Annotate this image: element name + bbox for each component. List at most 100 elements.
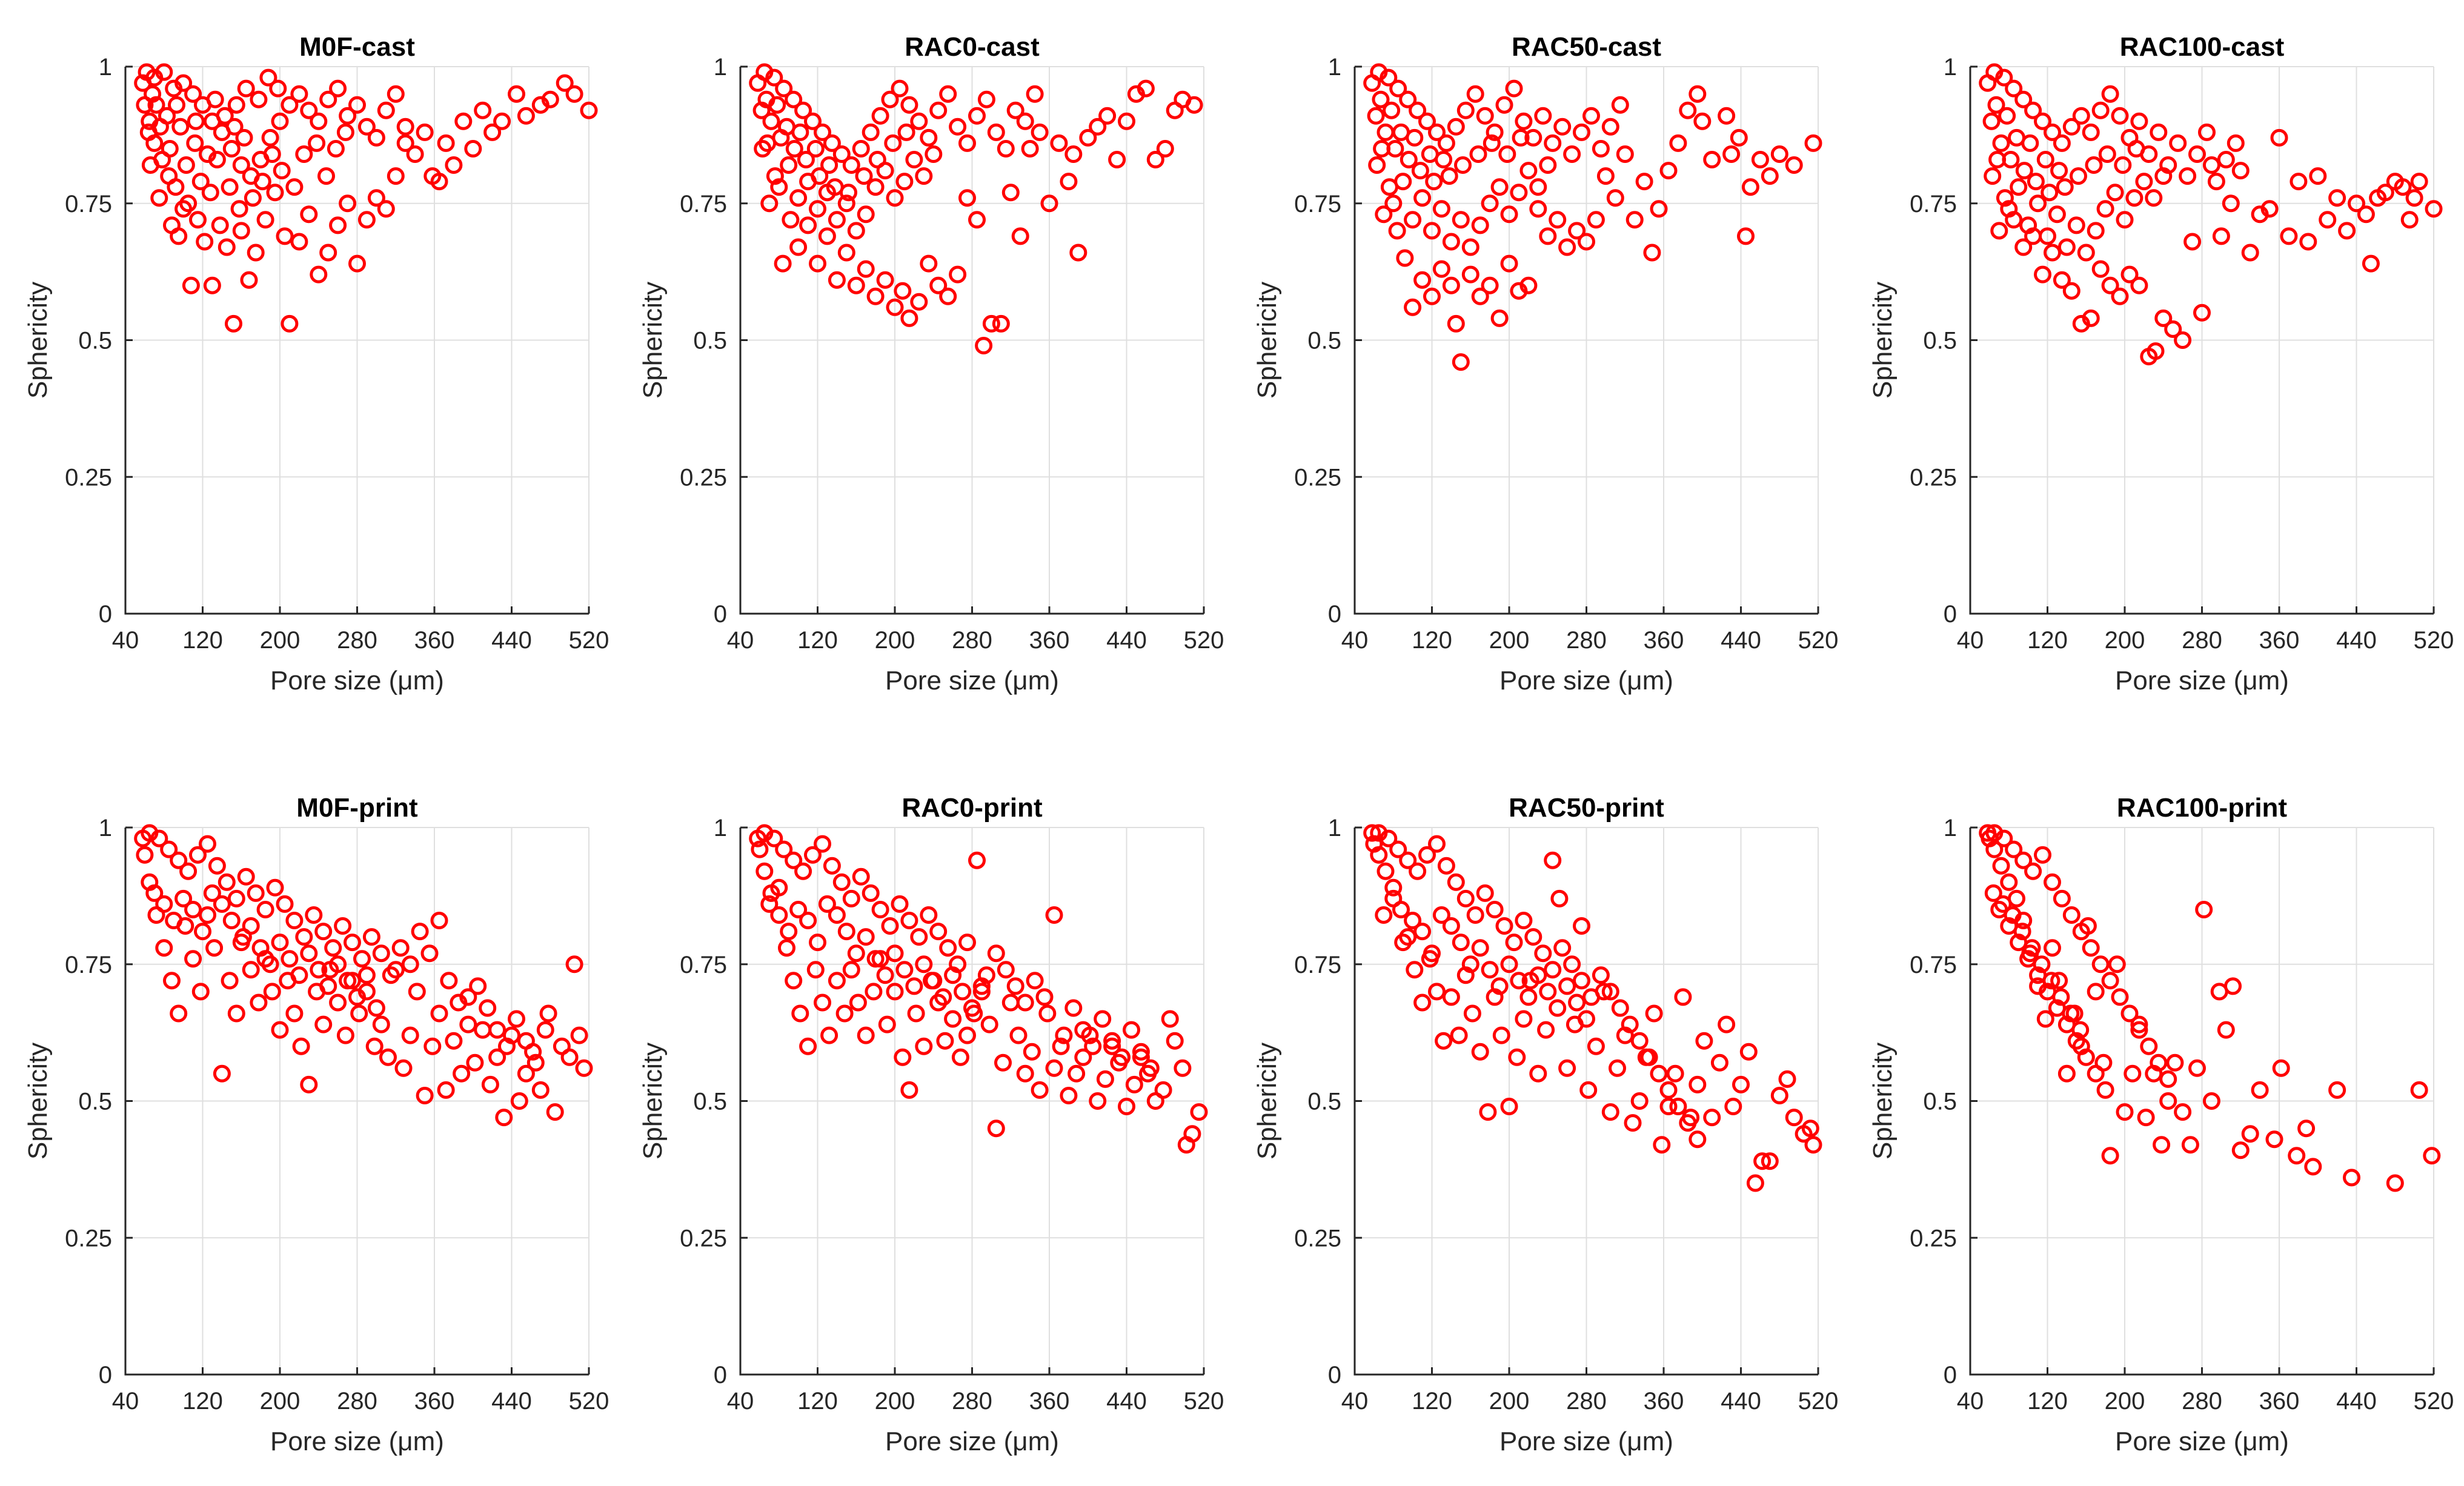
data-point (2309, 167, 2327, 185)
data-point (314, 923, 333, 941)
x-tick-label: 440 (1106, 1388, 1147, 1415)
data-point (1141, 1059, 1160, 1077)
data-point (1146, 1092, 1164, 1110)
data-point (1432, 200, 1450, 218)
y-tick-label: 0.25 (680, 464, 727, 491)
y-tick-label: 1 (714, 54, 727, 81)
x-tick-label: 40 (1957, 1388, 1984, 1415)
x-axis-label: Pore size (μm) (2115, 1427, 2289, 1456)
data-point (408, 983, 426, 1001)
data-point (770, 906, 788, 924)
data-point (1031, 123, 1049, 141)
data-point (285, 912, 304, 929)
data-point (951, 1048, 969, 1066)
data-point (488, 1048, 506, 1066)
data-point (2222, 194, 2240, 213)
x-axis-label: Pore size (μm) (885, 666, 1059, 695)
data-point (396, 134, 414, 152)
data-point (866, 178, 885, 196)
data-point (857, 205, 875, 224)
data-point (1500, 254, 1518, 273)
data-point (1031, 1081, 1049, 1099)
data-point (900, 309, 918, 327)
data-point (2198, 123, 2216, 141)
data-point (2098, 145, 2116, 163)
data-point (1987, 96, 2005, 114)
data-point (2044, 873, 2061, 891)
data-point (1060, 173, 1078, 191)
y-tick-label: 0.5 (1923, 328, 1957, 354)
data-point (789, 238, 808, 256)
data-point (1568, 993, 1586, 1012)
x-tick-label: 360 (2259, 627, 2300, 654)
data-point (150, 829, 168, 847)
data-point (1689, 1130, 1707, 1149)
data-point (2024, 101, 2042, 119)
data-point (481, 1075, 499, 1093)
data-point (1435, 151, 1453, 168)
data-point (837, 244, 855, 262)
data-point (498, 1037, 516, 1055)
data-point (2153, 1136, 2171, 1154)
data-point (329, 993, 347, 1012)
data-point (766, 167, 784, 185)
data-point (770, 878, 788, 897)
data-point (1529, 1064, 1547, 1083)
data-point (1495, 96, 1513, 114)
data-point (411, 923, 429, 941)
data-point (1587, 1037, 1605, 1055)
data-point (1428, 835, 1446, 853)
data-point (1539, 983, 1557, 1001)
data-point (1785, 1109, 1803, 1127)
data-point (2241, 244, 2259, 262)
data-point (886, 189, 904, 207)
data-point (2369, 189, 2387, 207)
data-point (145, 884, 164, 902)
x-tick-label: 200 (1489, 627, 1530, 654)
data-point (1746, 1174, 1764, 1192)
data-point (857, 260, 875, 278)
data-point (2159, 1092, 2177, 1110)
data-point (1563, 145, 1581, 163)
data-point (208, 857, 226, 875)
data-point (775, 79, 793, 98)
x-axis-label: Pore size (μm) (270, 1427, 444, 1456)
data-point (1050, 134, 1068, 152)
data-point (963, 999, 981, 1017)
data-point (1534, 944, 1552, 963)
data-point (1737, 227, 1755, 245)
data-point (1785, 156, 1803, 174)
data-point (259, 68, 277, 87)
data-point (1486, 123, 1504, 141)
data-point (1406, 128, 1424, 147)
data-point (2042, 972, 2061, 990)
y-tick-label: 0.75 (680, 952, 727, 978)
data-point (760, 194, 779, 213)
data-point (2053, 134, 2071, 152)
data-point (1492, 1026, 1510, 1044)
data-point (1132, 1048, 1150, 1066)
data-point (785, 140, 803, 158)
data-point (915, 167, 933, 185)
data-point (1471, 287, 1489, 305)
data-point (2057, 238, 2076, 256)
data-point (2164, 320, 2182, 338)
data-point (2101, 85, 2119, 103)
data-point (1442, 988, 1460, 1006)
data-point (2091, 955, 2110, 974)
x-tick-label: 40 (112, 627, 139, 654)
data-point (1481, 194, 1499, 213)
data-point (806, 140, 825, 158)
data-point (1389, 840, 1407, 858)
data-point (2386, 173, 2404, 191)
data-point (1529, 178, 1547, 196)
data-point (828, 211, 846, 229)
y-tick-label: 0 (714, 1362, 727, 1388)
y-tick-label: 1 (714, 815, 727, 841)
data-point (1466, 85, 1484, 103)
data-point (300, 944, 318, 963)
data-point (2002, 151, 2020, 168)
data-point (1770, 145, 1788, 163)
data-point (1616, 145, 1634, 163)
data-point (1103, 1032, 1121, 1050)
